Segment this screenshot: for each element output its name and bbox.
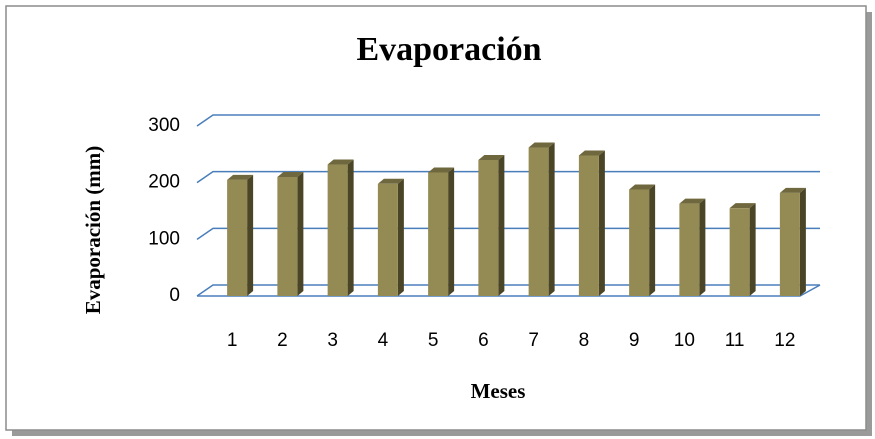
- bar: [327, 164, 348, 296]
- bar: [578, 155, 599, 296]
- bar-side: [448, 167, 455, 296]
- bar-top: [528, 142, 555, 148]
- y-tick-label: 200: [148, 172, 180, 193]
- y-tick-label: 300: [148, 115, 180, 136]
- bar-side: [699, 198, 706, 296]
- y-tick-label: 0: [169, 285, 180, 306]
- x-tick-label: 3: [327, 330, 338, 351]
- bar-top: [629, 184, 656, 190]
- chart-title: Evaporación: [356, 31, 541, 68]
- bar: [277, 177, 298, 296]
- bar-side: [247, 174, 254, 296]
- x-tick-label: 7: [528, 330, 539, 351]
- bar-top: [729, 203, 756, 209]
- bar: [779, 192, 800, 296]
- grid-line: [196, 284, 820, 297]
- bar: [729, 208, 750, 296]
- bar: [377, 183, 398, 296]
- bar-side: [749, 203, 756, 296]
- bar-top: [478, 155, 505, 160]
- bar: [428, 172, 449, 296]
- bar-side: [297, 172, 304, 296]
- y-tick-label: 100: [148, 228, 180, 249]
- bar-top: [377, 178, 404, 184]
- bar: [227, 179, 248, 296]
- x-tick-label: 1: [227, 330, 238, 351]
- grid-line: [196, 227, 820, 240]
- bar-side: [799, 187, 806, 296]
- x-tick-label: 6: [478, 330, 489, 351]
- bar-side: [498, 155, 505, 296]
- x-tick-label: 10: [674, 330, 695, 351]
- x-tick-label: 11: [725, 330, 745, 351]
- bar-top: [779, 187, 806, 193]
- bar-top: [327, 159, 354, 165]
- bar-side: [548, 142, 555, 296]
- bar-side: [397, 178, 404, 296]
- bar-side: [649, 184, 656, 296]
- y-axis-label: Evaporación (mm): [81, 146, 105, 315]
- bar: [679, 203, 700, 296]
- bar-top: [227, 174, 254, 180]
- x-tick-label: 5: [428, 330, 439, 351]
- x-tick-label: 8: [579, 330, 590, 351]
- x-tick-label: 12: [774, 330, 795, 351]
- grid-line: [196, 170, 820, 184]
- bar-top: [428, 167, 455, 173]
- bar-top: [277, 172, 304, 177]
- bar-side: [347, 159, 354, 296]
- x-tick-label: 4: [378, 330, 389, 351]
- bar-top: [578, 150, 605, 156]
- bar-side: [598, 150, 605, 296]
- floor: [197, 284, 821, 297]
- bar: [528, 147, 549, 296]
- bar: [629, 189, 650, 296]
- bar-top: [679, 198, 706, 204]
- bar: [478, 160, 499, 296]
- x-tick-label: 2: [277, 330, 288, 351]
- grid-line: [196, 114, 820, 127]
- x-axis-label: Meses: [471, 379, 526, 403]
- x-tick-label: 9: [629, 330, 640, 351]
